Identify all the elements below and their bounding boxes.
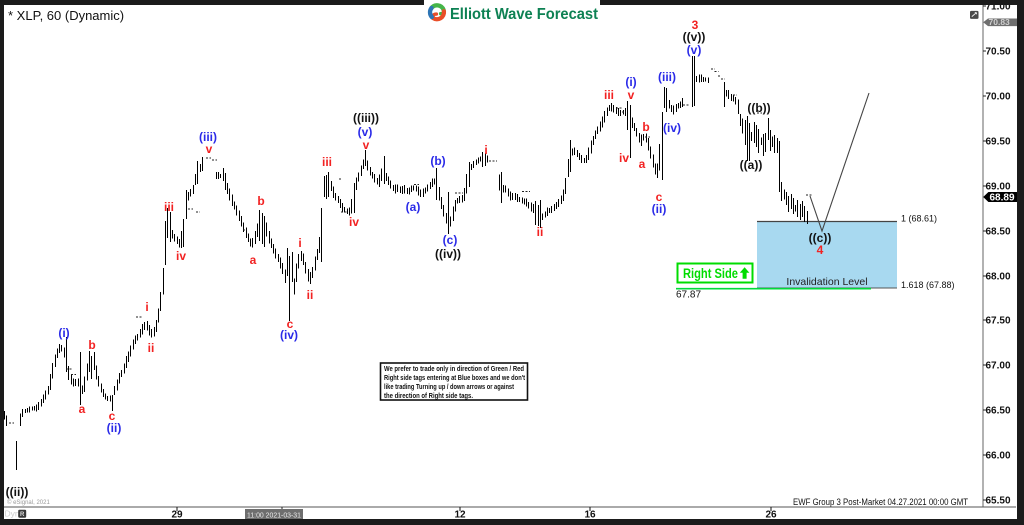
svg-text:26: 26: [765, 510, 777, 521]
svg-text:i: i: [484, 143, 487, 157]
svg-text:67.00: 67.00: [986, 361, 1011, 372]
svg-text:(i): (i): [625, 75, 636, 89]
svg-text:70.50: 70.50: [986, 47, 1011, 58]
svg-text:a: a: [250, 253, 257, 267]
svg-text:66.50: 66.50: [986, 406, 1011, 417]
svg-text:65.50: 65.50: [986, 496, 1011, 507]
svg-text:ii: ii: [148, 341, 155, 355]
svg-text:i: i: [298, 236, 301, 250]
svg-text:67.50: 67.50: [986, 316, 1011, 327]
svg-text:b: b: [257, 194, 264, 208]
svg-text:Right side tags entering at Bl: Right side tags entering at Blue boxes a…: [384, 373, 525, 382]
svg-text:c: c: [109, 409, 116, 423]
svg-text:4: 4: [817, 243, 824, 257]
svg-text:EWF Group 3 Post-Market 04.27.: EWF Group 3 Post-Market 04.27.2021 00:00…: [793, 497, 968, 507]
svg-text:71.00: 71.00: [986, 2, 1011, 13]
svg-text:b: b: [88, 338, 95, 352]
svg-text:(iii): (iii): [658, 70, 676, 84]
svg-text:(ii): (ii): [652, 202, 667, 216]
svg-text:1.618 (67.88): 1.618 (67.88): [901, 280, 955, 290]
svg-text:69.50: 69.50: [986, 137, 1011, 148]
svg-text:(v): (v): [358, 125, 373, 139]
svg-text:(iv): (iv): [663, 121, 681, 135]
svg-text:ii: ii: [307, 288, 314, 302]
svg-text:c: c: [287, 317, 294, 331]
svg-text:iv: iv: [349, 215, 359, 229]
svg-text:iv: iv: [619, 151, 629, 165]
svg-text:68.00: 68.00: [986, 272, 1011, 283]
svg-text:like trading Turning up / down: like trading Turning up / down arrows or…: [384, 382, 514, 391]
svg-text:3: 3: [692, 18, 699, 32]
svg-text:ii: ii: [537, 225, 544, 239]
svg-text:((c)): ((c)): [809, 231, 832, 245]
svg-text:(iv): (iv): [280, 328, 298, 342]
svg-text:68.50: 68.50: [986, 227, 1011, 238]
svg-text:Dyn: Dyn: [5, 508, 20, 518]
svg-text:66.00: 66.00: [986, 451, 1011, 462]
svg-text:16: 16: [584, 510, 596, 521]
svg-text:Invalidation Level: Invalidation Level: [786, 276, 867, 288]
svg-text:a: a: [639, 157, 646, 171]
svg-text:R: R: [20, 512, 25, 518]
svg-text:a: a: [79, 402, 86, 416]
svg-text:12: 12: [454, 510, 466, 521]
svg-text:* XLP, 60 (Dynamic): * XLP, 60 (Dynamic): [8, 8, 124, 23]
svg-text:70.83: 70.83: [989, 17, 1011, 27]
svg-text:v: v: [628, 88, 635, 102]
svg-text:((ii)): ((ii)): [6, 485, 29, 499]
svg-text:c: c: [656, 190, 663, 204]
svg-text:67.87: 67.87: [676, 290, 701, 301]
svg-text:© eSignal, 2021: © eSignal, 2021: [7, 499, 50, 506]
svg-text:((iv)): ((iv)): [435, 247, 461, 261]
svg-text:(b): (b): [430, 154, 445, 168]
svg-text:(v): (v): [687, 43, 702, 57]
svg-text:68.89: 68.89: [990, 193, 1015, 204]
svg-text:iv: iv: [176, 249, 186, 263]
svg-text:11:00 2021-03-31: 11:00 2021-03-31: [247, 510, 301, 519]
svg-text:Elliott Wave Forecast: Elliott Wave Forecast: [450, 6, 599, 23]
svg-text:iii: iii: [322, 155, 332, 169]
svg-text:69.00: 69.00: [986, 182, 1011, 193]
svg-text:the direction of Right side ta: the direction of Right side tags.: [384, 391, 473, 400]
svg-text:We prefer to trade only in dir: We prefer to trade only in direction of …: [384, 364, 524, 373]
svg-text:i: i: [145, 300, 148, 314]
svg-text:(i): (i): [58, 326, 69, 340]
svg-text:(iii): (iii): [199, 130, 217, 144]
svg-text:((a)): ((a)): [740, 158, 763, 172]
svg-text:(a): (a): [406, 200, 421, 214]
svg-text:70.00: 70.00: [986, 92, 1011, 103]
svg-text:((iii)): ((iii)): [353, 111, 379, 125]
svg-text:iii: iii: [604, 88, 614, 102]
svg-text:((b)): ((b)): [747, 101, 770, 115]
svg-text:(ii): (ii): [107, 421, 122, 435]
svg-text:(c): (c): [443, 233, 458, 247]
svg-text:29: 29: [171, 510, 183, 521]
svg-text:iii: iii: [164, 200, 174, 214]
svg-text:v: v: [363, 138, 370, 152]
svg-text:((v)): ((v)): [683, 30, 706, 44]
svg-text:1 (68.61): 1 (68.61): [901, 214, 937, 224]
svg-text:Right Side: Right Side: [683, 266, 738, 281]
svg-text:v: v: [206, 142, 213, 156]
svg-text:b: b: [642, 120, 649, 134]
